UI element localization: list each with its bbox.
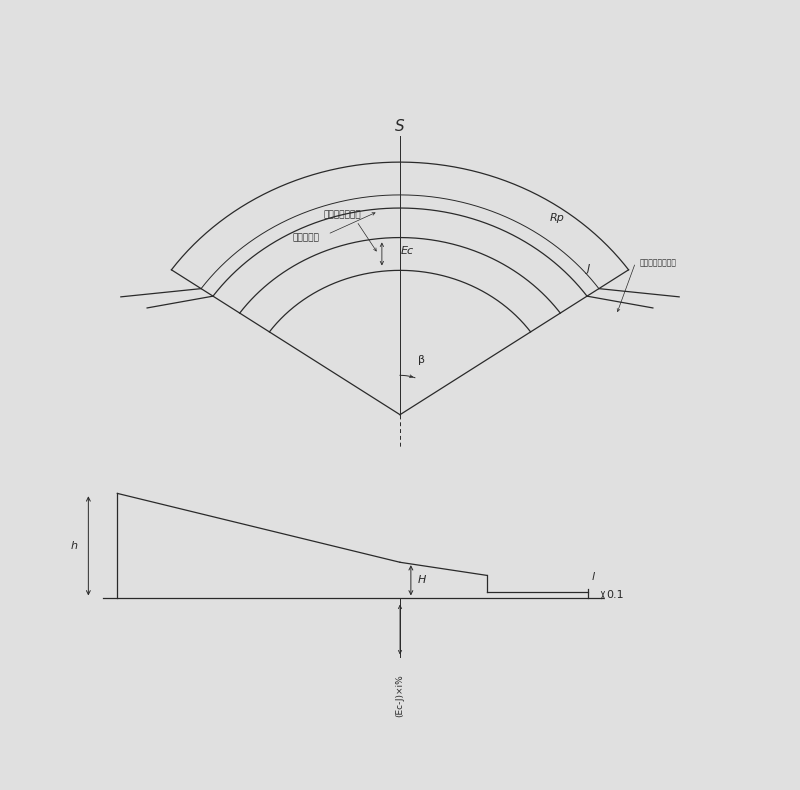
Text: (Ec-J)×i%: (Ec-J)×i%: [395, 674, 405, 717]
Text: 隙道内圆度: 隙道内圆度: [292, 233, 319, 242]
Text: J: J: [586, 265, 590, 274]
Text: S: S: [395, 118, 405, 134]
Text: Ec: Ec: [401, 246, 414, 256]
Text: 设定拓宽测道边线: 设定拓宽测道边线: [639, 258, 676, 267]
Text: β: β: [418, 356, 425, 366]
Text: l: l: [592, 572, 595, 582]
Text: H: H: [418, 575, 426, 585]
Text: 0.1: 0.1: [606, 590, 624, 600]
Text: Rp: Rp: [550, 213, 565, 223]
Text: 行车视距点轨迹: 行车视距点轨迹: [323, 210, 361, 219]
Text: h: h: [70, 541, 78, 551]
